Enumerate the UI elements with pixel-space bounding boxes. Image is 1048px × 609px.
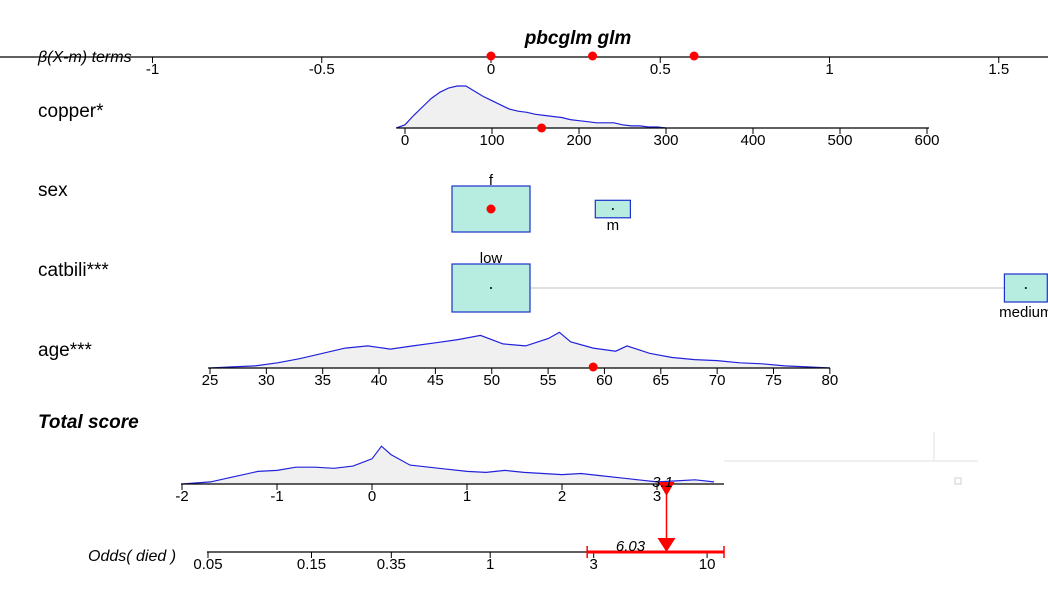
copper-tick-label: 100 — [479, 132, 504, 149]
copper-tick-label: 500 — [827, 132, 852, 149]
copper-tick-label: 200 — [566, 132, 591, 149]
sex-label: sex — [38, 180, 68, 201]
catbili-level-label-low: low — [480, 250, 503, 267]
beta-tick-label: 1.5 — [988, 61, 1009, 78]
age-tick-label: 65 — [652, 372, 669, 389]
beta-tick-label: 1 — [825, 61, 833, 78]
total-score-point-label: 3.1 — [652, 474, 673, 491]
age-tick-label: 70 — [709, 372, 726, 389]
sex-level-label-f: f — [489, 172, 494, 189]
age-point — [588, 362, 598, 372]
beta-tick-label: 0.5 — [650, 61, 671, 78]
beta-point-1 — [588, 51, 598, 61]
resize-grip-icon — [954, 477, 962, 485]
cropped-region-mask — [726, 462, 1048, 609]
catbili-level-label-medium: medium — [999, 304, 1048, 321]
odds-point — [657, 538, 676, 552]
age-tick-label: 75 — [765, 372, 782, 389]
total-density-line — [181, 445, 715, 485]
age-tick-label: 45 — [427, 372, 444, 389]
sex-level-label-m: m — [607, 217, 620, 234]
odds-tick-label: 1 — [486, 556, 494, 573]
age-label: age*** — [38, 340, 92, 361]
odds-tick-label: 0.05 — [193, 556, 222, 573]
total-score-label: Total score — [38, 412, 139, 433]
sex-center-m — [611, 208, 614, 210]
age-density-line — [209, 331, 830, 369]
copper-density-line — [396, 85, 667, 129]
odds-point-label: 6.03 — [616, 538, 646, 555]
copper-point — [537, 123, 547, 133]
age-tick-label: 30 — [258, 372, 275, 389]
copper-tick-label: 600 — [914, 132, 939, 149]
age-tick-label: 80 — [822, 372, 839, 389]
beta-tick-label: -0.5 — [309, 61, 335, 78]
total-score-point — [658, 482, 675, 496]
beta-axis-label: β(X-m) terms — [37, 49, 132, 66]
age-tick-label: 50 — [483, 372, 500, 389]
copper-label: copper* — [38, 101, 104, 122]
odds-tick-label: 0.35 — [377, 556, 406, 573]
total-density-fill — [182, 446, 714, 484]
total-tick-label: 2 — [558, 488, 566, 505]
nomogram-plot-area: -1.5-1-0.500.511.522.5010020030040050060… — [0, 51, 1048, 609]
age-tick-label: 25 — [202, 372, 219, 389]
odds-tick-label: 10 — [699, 556, 716, 573]
age-density-fill — [210, 332, 830, 368]
copper-tick-label: 0 — [401, 132, 409, 149]
odds-label: Odds( died ) — [88, 548, 176, 565]
age-tick-label: 55 — [540, 372, 557, 389]
copper-tick-label: 300 — [653, 132, 678, 149]
copper-tick-label: 400 — [740, 132, 765, 149]
age-tick-label: 40 — [371, 372, 388, 389]
odds-tick-label: 0.15 — [297, 556, 326, 573]
age-tick-label: 35 — [314, 372, 331, 389]
beta-tick-label: 0 — [487, 61, 495, 78]
chart-title: pbcglm glm — [524, 28, 632, 49]
catbili-center-low — [490, 287, 492, 289]
sex-point — [486, 204, 496, 214]
total-tick-label: 0 — [368, 488, 376, 505]
age-tick-label: 60 — [596, 372, 613, 389]
total-tick-label: -1 — [270, 488, 283, 505]
total-tick-label: 3 — [653, 488, 661, 505]
total-tick-label: 1 — [463, 488, 471, 505]
copper-density-fill — [396, 86, 666, 128]
beta-tick-label: -1 — [146, 61, 159, 78]
beta-point-0 — [486, 51, 496, 61]
total-tick-label: -2 — [175, 488, 188, 505]
catbili-center-medium — [1024, 287, 1027, 289]
beta-point-2 — [689, 51, 699, 61]
odds-tick-label: 3 — [590, 556, 598, 573]
catbili-label: catbili*** — [38, 260, 109, 281]
